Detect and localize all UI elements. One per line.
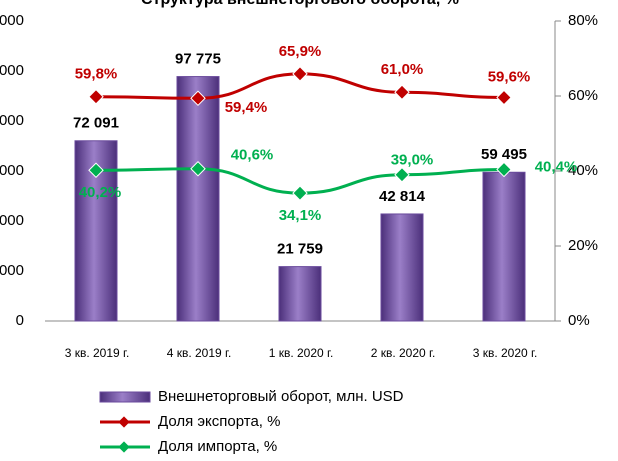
y2-tick-label: 40% [568,162,598,179]
marker [496,89,512,106]
value-label: 40,4% [535,158,578,175]
legend-label: Доля экспорта, % [158,413,280,430]
y-tick-label: 40 000 [0,212,24,229]
value-label: 61,0% [381,61,424,78]
y2-tick-label: 60% [568,87,598,104]
value-label: 59,4% [225,99,268,116]
value-label: 34,1% [279,207,322,224]
legend-label: Внешнеторговый оборот, млн. USD [158,388,404,405]
legend-marker [118,416,130,428]
bar-label: 59 495 [481,146,527,163]
y2-tick-label: 80% [568,12,598,29]
legend-label: Доля импорта, % [158,438,277,455]
x-tick-label: 4 кв. 2019 г. [167,346,232,360]
marker [394,166,410,183]
marker [496,161,512,178]
bar [380,213,424,322]
marker [88,162,104,179]
legend-swatch [99,391,151,403]
bar-label: 21 759 [277,241,323,258]
value-label: 59,6% [488,68,531,85]
y-tick-label: 100 000 [0,62,24,79]
y-tick-label: 80 000 [0,112,24,129]
x-tick-label: 2 кв. 2020 г. [371,346,436,360]
x-tick-label: 3 кв. 2019 г. [65,346,130,360]
marker [190,90,206,107]
value-label: 59,8% [75,66,118,83]
bar [278,266,322,322]
y-tick-label: 0 [16,312,24,329]
marker [190,160,206,177]
marker [88,88,104,105]
y-tick-label: 20 000 [0,262,24,279]
legend-marker [118,441,130,453]
bar-label: 97 775 [175,51,221,68]
marker [292,66,308,82]
y-tick-label: 60 000 [0,162,24,179]
marker [292,185,308,201]
x-tick-label: 3 кв. 2020 г. [473,346,538,360]
value-label: 65,9% [279,43,322,60]
chart-title: Структура внешнеторгового оборота, % [141,0,459,8]
value-label: 40,2% [79,184,122,201]
y-tick-label: 120 000 [0,12,24,29]
bar [176,76,220,322]
bar-label: 72 091 [73,115,119,132]
y2-tick-label: 20% [568,237,598,254]
bar-label: 42 814 [379,188,426,205]
bar [482,171,526,322]
y2-tick-label: 0% [568,312,590,329]
value-label: 40,6% [231,147,274,164]
value-label: 39,0% [391,152,434,169]
x-tick-label: 1 кв. 2020 г. [269,346,334,360]
marker [394,84,410,101]
